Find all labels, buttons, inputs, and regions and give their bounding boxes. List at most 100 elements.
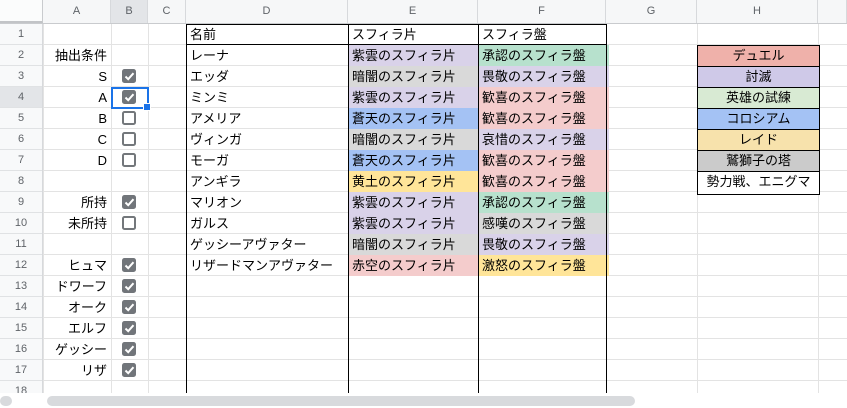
shard-cell[interactable]: 黄土のスフィラ片 (349, 171, 481, 192)
table-header-board[interactable]: スフィラ盤 (482, 27, 547, 42)
filter-label-0[interactable]: S (98, 69, 107, 84)
board-cell[interactable]: 畏敬のスフィラ盤 (479, 66, 609, 87)
filter-label-8[interactable]: ドワーフ (55, 279, 107, 294)
name-cell[interactable]: マリオン (190, 195, 243, 210)
column-header-f[interactable]: F (478, 0, 606, 23)
name-cell[interactable]: ガルス (190, 216, 230, 231)
name-cell[interactable]: ヴィンガ (190, 132, 243, 147)
column-header-a[interactable]: A (43, 0, 111, 23)
filter-label-6[interactable]: 未所持 (67, 216, 107, 231)
name-cell[interactable]: アンギラ (190, 174, 242, 189)
filter-label-9[interactable]: オーク (67, 300, 107, 315)
legend-item-1[interactable]: デュエル (697, 45, 820, 69)
column-header-g[interactable]: G (606, 0, 697, 23)
checkbox-checked-A[interactable] (122, 90, 136, 104)
filter-label-1[interactable]: A (98, 90, 107, 105)
board-cell[interactable]: 感嘆のスフィラ盤 (479, 213, 609, 234)
board-cell[interactable]: 承認のスフィラ盤 (479, 45, 609, 66)
column-header-d[interactable]: D (186, 0, 348, 23)
checkbox-checked-ヒュマ[interactable] (122, 258, 136, 272)
row-header-16[interactable]: 16 (0, 339, 42, 360)
checkbox-unchecked-D[interactable] (122, 153, 136, 167)
row-header-4[interactable]: 4 (0, 87, 42, 108)
filter-label-5[interactable]: 所持 (80, 195, 107, 210)
row-header-7[interactable]: 7 (0, 150, 42, 171)
row-header-12[interactable]: 12 (0, 255, 42, 276)
legend-item-4[interactable]: コロシアム (697, 108, 820, 132)
filter-label-12[interactable]: リザ (80, 363, 107, 378)
table-header-shard[interactable]: スフィラ片 (352, 27, 417, 42)
checkbox-checked-S[interactable] (122, 69, 136, 83)
checkbox-checked-リザ[interactable] (122, 363, 136, 377)
board-cell[interactable]: 歓喜のスフィラ盤 (479, 150, 609, 171)
row-header-1[interactable]: 1 (0, 24, 42, 45)
row-header-14[interactable]: 14 (0, 297, 42, 318)
row-header-5[interactable]: 5 (0, 108, 42, 129)
checkbox-checked-オーク[interactable] (122, 300, 136, 314)
column-header-e[interactable]: E (348, 0, 478, 23)
checkbox-unchecked-未所持[interactable] (122, 216, 136, 230)
gridline-vertical (697, 24, 698, 393)
shard-cell[interactable]: 紫雲のスフィラ片 (349, 192, 481, 213)
row-header-column: 1 2 3 4 5 6 7 8 9 10 11 12 13 14 15 16 17 18 (0, 24, 43, 402)
row-header-3[interactable]: 3 (0, 66, 42, 87)
check-icon (124, 366, 134, 375)
scrollbar-left-fragment[interactable] (0, 396, 12, 406)
filter-label-2[interactable]: B (98, 111, 107, 126)
checkbox-checked-ゲッシー[interactable] (122, 342, 136, 356)
row-header-17[interactable]: 17 (0, 360, 42, 381)
table-header-name[interactable]: 名前 (190, 27, 217, 42)
board-cell[interactable]: 歓喜のスフィラ盤 (479, 87, 609, 108)
row-header-6[interactable]: 6 (0, 129, 42, 150)
name-cell[interactable]: アメリア (190, 111, 242, 126)
checkbox-unchecked-B[interactable] (122, 111, 136, 125)
shard-cell[interactable]: 紫雲のスフィラ片 (349, 45, 481, 66)
shard-cell[interactable]: 暗闇のスフィラ片 (349, 234, 481, 255)
board-cell[interactable]: 歓喜のスフィラ盤 (479, 171, 609, 192)
filter-label-10[interactable]: エルフ (67, 321, 107, 336)
board-cell[interactable]: 承認のスフィラ盤 (479, 192, 609, 213)
column-header-c[interactable]: C (148, 0, 186, 23)
select-all-corner[interactable] (0, 0, 43, 23)
row-header-8[interactable]: 8 (0, 171, 42, 192)
column-header-h[interactable]: H (697, 0, 818, 23)
checkbox-unchecked-C[interactable] (122, 132, 136, 146)
row-header-13[interactable]: 13 (0, 276, 42, 297)
filter-label-11[interactable]: ゲッシー (54, 342, 107, 357)
shard-cell[interactable]: 暗闇のスフィラ片 (349, 66, 481, 87)
board-cell[interactable]: 歓喜のスフィラ盤 (479, 108, 609, 129)
name-cell[interactable]: モーガ (190, 153, 230, 168)
shard-cell[interactable]: 紫雲のスフィラ片 (349, 213, 481, 234)
row-header-9[interactable]: 9 (0, 192, 42, 213)
board-cell[interactable]: 畏敬のスフィラ盤 (479, 234, 609, 255)
fill-handle[interactable] (143, 103, 151, 111)
shard-cell[interactable]: 紫雲のスフィラ片 (349, 87, 481, 108)
name-cell[interactable]: レーナ (190, 48, 230, 63)
name-cell[interactable]: リザードマンアヴァター (190, 258, 334, 273)
filter-label-4[interactable]: D (97, 153, 107, 168)
name-cell[interactable]: ゲッシーアヴァター (190, 237, 307, 252)
row-header-10[interactable]: 10 (0, 213, 42, 234)
checkbox-checked-所持[interactable] (122, 195, 136, 209)
row-header-2[interactable]: 2 (0, 45, 42, 66)
row-header-11[interactable]: 11 (0, 234, 42, 255)
column-header-b[interactable]: B (111, 0, 148, 23)
legend-item-3[interactable]: 英雄の試練 (697, 87, 820, 111)
board-cell[interactable]: 哀惜のスフィラ盤 (479, 129, 609, 150)
shard-cell[interactable]: 蒼天のスフィラ片 (349, 108, 481, 129)
shard-cell[interactable]: 暗闇のスフィラ片 (349, 129, 481, 150)
scrollbar-thumb[interactable] (47, 396, 635, 406)
legend-item-7[interactable]: 勢力戦、エニグマ (697, 171, 820, 195)
filter-title-cell[interactable]: 抽出条件 (54, 48, 107, 63)
row-header-15[interactable]: 15 (0, 318, 42, 339)
name-cell[interactable]: エッダ (190, 69, 230, 84)
name-cell[interactable]: ミンミ (190, 90, 230, 105)
filter-label-3[interactable]: C (97, 132, 107, 147)
shard-cell[interactable]: 蒼天のスフィラ片 (349, 150, 481, 171)
checkbox-checked-エルフ[interactable] (122, 321, 136, 335)
filter-label-7[interactable]: ヒュマ (67, 258, 107, 273)
column-header-partial[interactable] (818, 0, 847, 23)
checkbox-checked-ドワーフ[interactable] (122, 279, 136, 293)
shard-cell[interactable]: 赤空のスフィラ片 (349, 255, 481, 276)
board-cell[interactable]: 激怒のスフィラ盤 (479, 255, 609, 276)
